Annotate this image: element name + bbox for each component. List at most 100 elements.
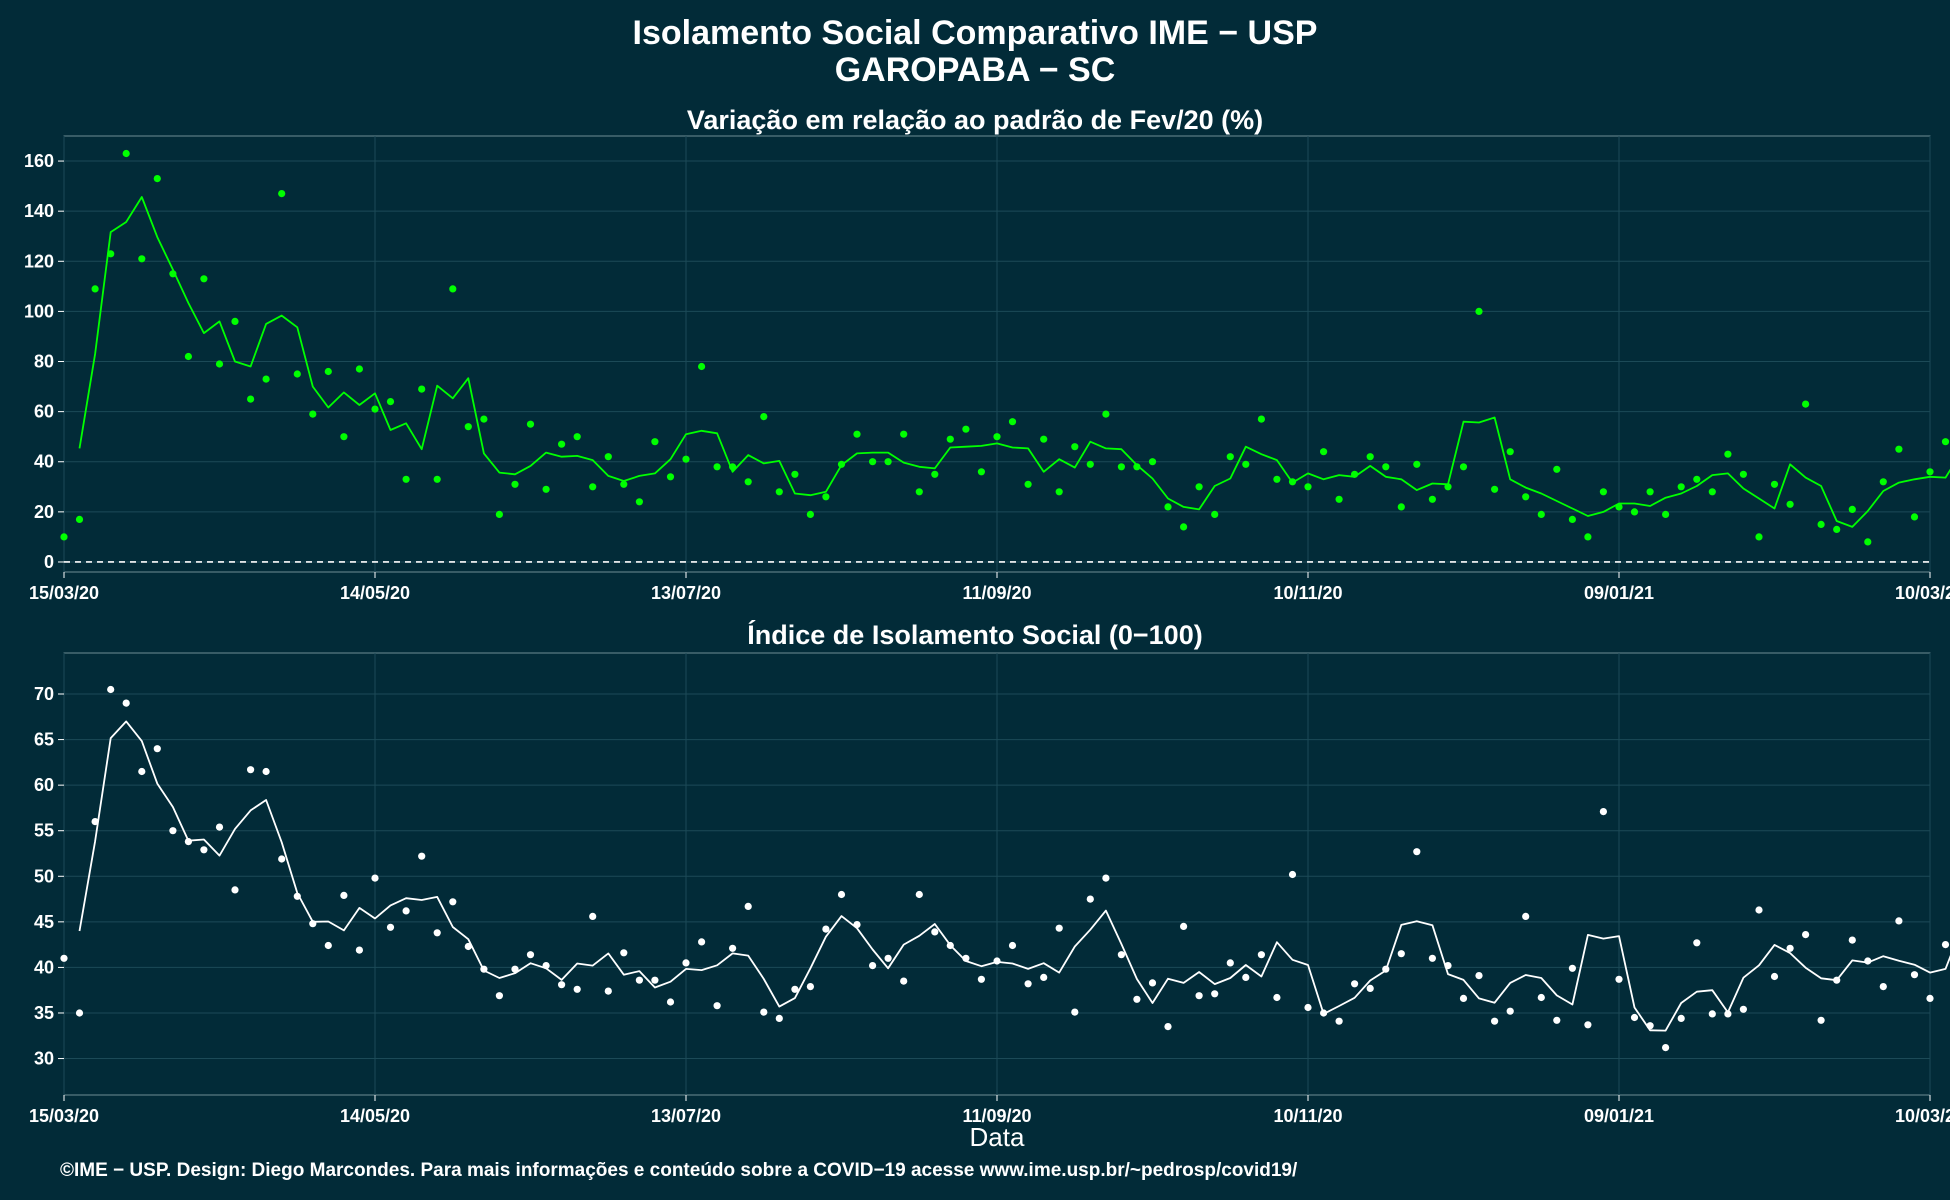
bottom-data-point xyxy=(418,852,426,860)
top-data-point xyxy=(1148,458,1157,466)
bottom-data-point xyxy=(184,838,192,846)
top-data-point xyxy=(666,473,675,481)
top-data-point xyxy=(449,285,457,293)
bottom-data-point xyxy=(806,983,815,991)
top-data-point xyxy=(324,367,332,376)
top-data-point xyxy=(402,475,410,483)
bottom-data-point xyxy=(1941,941,1950,949)
top-x-tick-label: 11/09/20 xyxy=(962,583,1031,603)
bottom-data-point xyxy=(75,1009,84,1017)
top-data-point xyxy=(698,362,706,371)
bottom-data-point xyxy=(153,745,161,753)
top-data-point xyxy=(1693,475,1701,483)
top-data-point xyxy=(1366,453,1374,461)
bottom-data-point xyxy=(1055,924,1063,932)
top-data-point xyxy=(1102,410,1110,418)
bottom-y-tick-label: 40 xyxy=(34,957,54,977)
top-data-point xyxy=(993,433,1001,441)
top-data-point xyxy=(169,270,177,278)
bottom-data-point xyxy=(107,685,115,694)
bottom-data-point xyxy=(1102,874,1110,882)
top-x-tick-label: 13/07/20 xyxy=(651,583,721,603)
top-data-point xyxy=(464,423,472,431)
bottom-data-point xyxy=(231,886,239,894)
top-data-point xyxy=(635,498,644,506)
bottom-data-point xyxy=(1148,979,1157,987)
top-data-point xyxy=(1242,460,1250,468)
top-data-point xyxy=(433,475,441,483)
top-data-point xyxy=(1413,460,1421,468)
bottom-data-point xyxy=(386,923,395,931)
bottom-y-tick-label: 35 xyxy=(34,1003,54,1023)
bottom-data-point xyxy=(138,767,146,776)
top-data-point xyxy=(1086,460,1094,468)
top-y-tick-label: 0 xyxy=(44,552,54,572)
top-y-tick-label: 120 xyxy=(24,251,54,271)
top-data-point xyxy=(1024,480,1032,488)
bottom-data-point xyxy=(122,699,130,707)
bottom-data-point xyxy=(900,977,908,985)
top-data-point xyxy=(1677,483,1685,491)
bottom-data-point xyxy=(822,925,830,933)
bottom-data-point xyxy=(1444,962,1452,970)
top-data-point xyxy=(573,433,581,441)
top-data-point xyxy=(122,149,130,158)
bottom-x-tick-label: 09/01/21 xyxy=(1584,1106,1654,1126)
bottom-data-point xyxy=(1164,1023,1172,1031)
top-data-point xyxy=(511,480,519,488)
bottom-x-tick-label: 10/11/20 xyxy=(1273,1106,1342,1126)
bottom-data-point xyxy=(1335,1017,1343,1025)
top-y-tick-label: 60 xyxy=(34,402,54,422)
top-panel: 15/03/20 14/05/20 13/07/20 11/09/20 10/11/20… xyxy=(24,135,1950,603)
bottom-data-point xyxy=(1630,1013,1639,1022)
top-data-point xyxy=(1257,415,1265,423)
top-data-point xyxy=(75,515,84,524)
bottom-data-point xyxy=(1459,994,1468,1003)
top-data-point xyxy=(1537,510,1545,518)
bottom-y-tick-label: 70 xyxy=(34,684,54,704)
bottom-data-point xyxy=(666,998,675,1006)
top-y-tick-label: 160 xyxy=(24,151,54,171)
bottom-x-tick-label: 15/03/20 xyxy=(29,1106,99,1126)
bottom-data-point xyxy=(1770,972,1779,981)
top-data-point xyxy=(962,425,970,433)
top-data-point xyxy=(620,480,628,488)
top-data-point xyxy=(1273,475,1281,483)
bottom-data-point xyxy=(573,985,581,993)
bottom-data-point xyxy=(744,902,752,911)
bottom-data-point xyxy=(1522,912,1530,921)
top-x-tick-label: 15/03/20 xyxy=(29,583,99,603)
bottom-data-point xyxy=(853,921,861,929)
bottom-panel: 15/03/20 14/05/20 13/07/20 11/09/20 10/11/20… xyxy=(29,652,1950,1126)
top-data-point xyxy=(1335,495,1343,503)
top-data-point xyxy=(1553,465,1561,473)
bottom-data-point xyxy=(1833,976,1841,984)
bottom-data-point xyxy=(1086,895,1094,903)
top-data-point xyxy=(278,190,286,198)
bottom-data-point xyxy=(791,985,799,993)
top-data-point xyxy=(262,375,270,383)
top-data-point xyxy=(340,433,348,441)
bottom-x-tick-label: 10/03/21 xyxy=(1895,1106,1950,1126)
bottom-data-point xyxy=(1397,950,1405,958)
bottom-y-tick-label: 60 xyxy=(34,775,54,795)
bottom-data-point xyxy=(1304,1003,1312,1012)
top-data-point xyxy=(1926,468,1934,476)
top-data-point xyxy=(355,365,363,373)
bottom-data-point xyxy=(1008,941,1017,950)
top-data-point xyxy=(309,410,317,418)
top-data-point xyxy=(495,510,503,518)
top-data-point xyxy=(791,470,799,478)
bottom-data-point xyxy=(1755,906,1763,914)
bottom-data-point xyxy=(1040,973,1048,982)
top-data-point xyxy=(1195,483,1203,491)
top-data-point xyxy=(1304,483,1312,491)
top-data-point xyxy=(604,453,612,461)
top-data-point xyxy=(480,415,488,423)
bottom-data-point xyxy=(464,942,472,951)
bottom-data-point xyxy=(1133,995,1141,1003)
top-data-point xyxy=(1739,470,1747,478)
bottom-data-point xyxy=(1599,808,1607,816)
bottom-data-point xyxy=(1615,975,1623,983)
top-data-point xyxy=(869,458,877,466)
